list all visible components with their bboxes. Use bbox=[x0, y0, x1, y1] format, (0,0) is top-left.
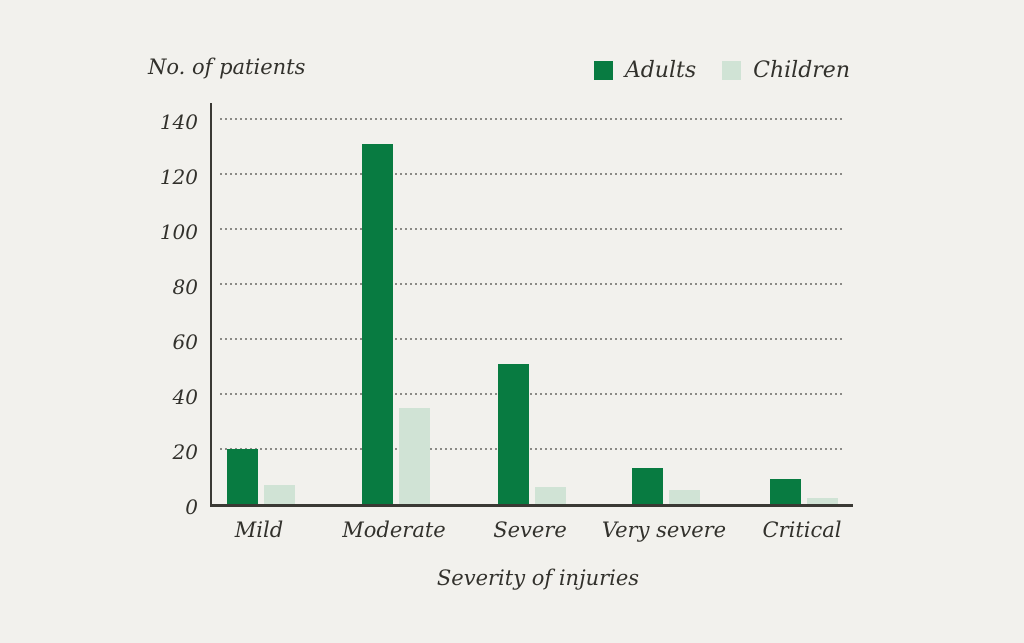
x-tick-label-severe: Severe bbox=[493, 518, 567, 542]
bar-adults-critical bbox=[770, 479, 801, 504]
gridline-80 bbox=[220, 283, 845, 285]
x-tick-label-critical: Critical bbox=[762, 518, 842, 542]
legend-swatch-adults bbox=[593, 61, 613, 80]
y-tick-label-80: 80 bbox=[172, 275, 198, 299]
bar-children-severe bbox=[535, 487, 566, 504]
plot-area bbox=[210, 103, 853, 507]
gridline-140 bbox=[220, 118, 845, 120]
bar-adults-mild bbox=[227, 449, 258, 504]
legend-item-children: Children bbox=[722, 58, 850, 83]
bar-adults-severe bbox=[498, 364, 529, 504]
gridline-20 bbox=[220, 448, 845, 450]
bar-children-critical bbox=[807, 498, 838, 504]
y-axis-title: No. of patients bbox=[148, 55, 306, 79]
bar-adults-very-severe bbox=[632, 468, 663, 504]
gridline-100 bbox=[220, 228, 845, 230]
legend-swatch-children bbox=[722, 61, 742, 80]
bar-adults-moderate bbox=[362, 144, 393, 504]
x-tick-label-moderate: Moderate bbox=[342, 518, 446, 542]
y-tick-label-140: 140 bbox=[159, 110, 198, 134]
y-tick-label-120: 120 bbox=[159, 165, 198, 189]
y-tick-label-20: 20 bbox=[172, 440, 198, 464]
bar-children-moderate bbox=[399, 408, 430, 504]
y-tick-label-0: 0 bbox=[185, 495, 198, 519]
y-tick-label-60: 60 bbox=[172, 330, 198, 354]
gridline-120 bbox=[220, 173, 845, 175]
legend-label-children: Children bbox=[753, 58, 850, 83]
bar-children-mild bbox=[264, 485, 295, 504]
legend: Adults Children bbox=[593, 58, 850, 83]
bar-children-very-severe bbox=[669, 490, 700, 504]
legend-label-adults: Adults bbox=[624, 58, 697, 83]
y-tick-label-100: 100 bbox=[159, 220, 198, 244]
gridline-60 bbox=[220, 338, 845, 340]
x-tick-label-mild: Mild bbox=[234, 518, 284, 542]
y-tick-label-40: 40 bbox=[172, 385, 198, 409]
gridline-40 bbox=[220, 393, 845, 395]
legend-item-adults: Adults bbox=[593, 58, 697, 83]
x-axis-title: Severity of injuries bbox=[436, 566, 640, 590]
x-tick-label-very-severe: Very severe bbox=[601, 518, 727, 542]
